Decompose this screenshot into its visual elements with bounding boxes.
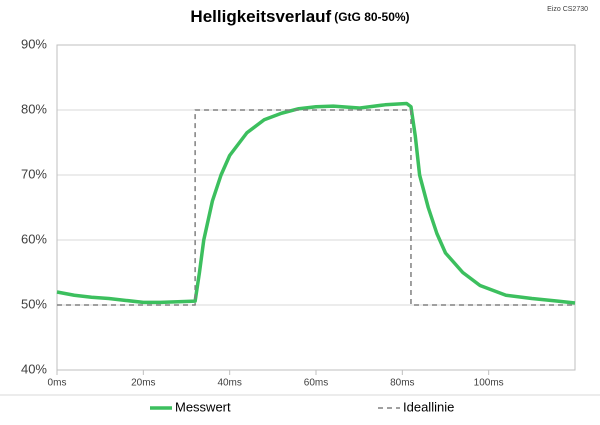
annotation: Eizo CS2730 bbox=[547, 6, 588, 13]
x-tick-label: 20ms bbox=[131, 378, 155, 389]
legend-label: Messwert bbox=[175, 399, 231, 414]
series-line bbox=[57, 109, 575, 306]
chart-title: Helligkeitsverlauf (GtG 80-50%) bbox=[190, 7, 409, 26]
x-tick-label: 80ms bbox=[390, 378, 414, 389]
y-tick-label: 90% bbox=[21, 36, 47, 51]
y-tick-label: 40% bbox=[21, 361, 47, 376]
legend-label: Ideallinie bbox=[403, 399, 454, 414]
y-tick-label: 70% bbox=[21, 166, 47, 181]
x-tick-label: 0ms bbox=[48, 378, 67, 389]
series-line bbox=[56, 101, 576, 305]
x-tick-label: 40ms bbox=[217, 378, 241, 389]
x-tick-label: 100ms bbox=[474, 378, 504, 389]
plot-frame bbox=[56, 44, 576, 371]
y-tick-label: 60% bbox=[21, 231, 47, 246]
y-tick-label: 50% bbox=[21, 296, 47, 311]
y-tick-label: 80% bbox=[21, 101, 47, 116]
x-tick-label: 60ms bbox=[304, 378, 328, 389]
title-sub: (GtG 80-50%) bbox=[334, 10, 409, 24]
title-main: Helligkeitsverlauf bbox=[190, 7, 331, 26]
